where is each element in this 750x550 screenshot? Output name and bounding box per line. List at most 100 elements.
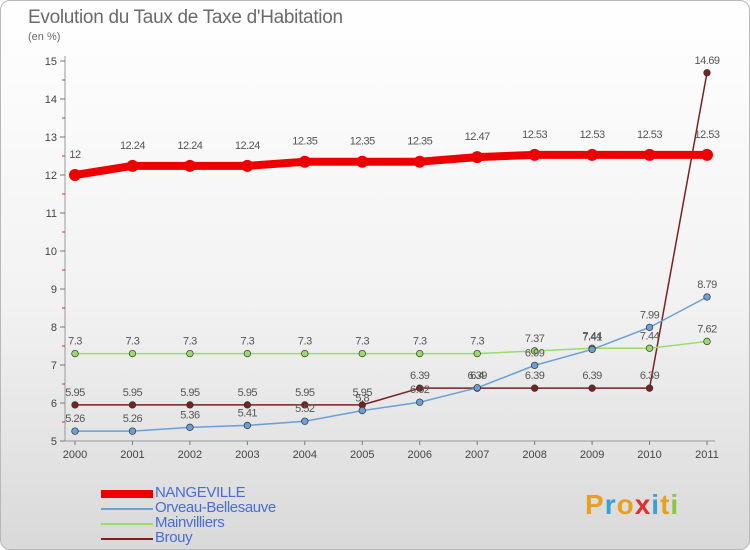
logo-letter: o [616,489,635,520]
series-line-brouy [74,72,708,406]
x-tick-label: 2002 [178,449,202,461]
data-point [413,155,426,168]
data-point [186,349,194,358]
data-label: 7.62 [697,323,717,335]
legend-label: Orveau-Bellesauve [155,499,276,516]
y-tick-label: 15 [45,56,57,68]
data-label: 12.24 [120,140,145,152]
data-label: 7.37 [525,333,545,345]
logo-letter: t [660,489,671,520]
x-tick-label: 2001 [120,449,144,461]
data-label: 12.53 [694,129,719,141]
logo-letter: r [604,489,617,520]
data-label: 6.39 [467,370,487,382]
data-point [645,384,654,392]
data-point [358,406,366,415]
chart-subtitle: (en %) [28,31,61,43]
series-line-nangeville [71,150,711,179]
data-label: 6.39 [525,370,545,382]
data-label: 7.3 [126,336,140,348]
data-point [645,323,654,332]
data-label: 5.95 [295,387,315,399]
x-tick-label: 2007 [465,449,489,461]
x-tick-label: 2010 [637,449,661,461]
data-label: 12 [69,149,81,161]
series-line-mainvilliers [74,340,708,355]
data-label: 6.39 [582,370,602,382]
y-tick-label: 7 [51,360,57,372]
data-point [530,361,539,370]
data-label: 6.02 [410,384,430,396]
data-point [588,345,596,354]
data-point [243,349,252,358]
data-label: 12.47 [465,131,490,143]
y-tick-label: 11 [46,208,57,220]
data-label: 7.99 [640,309,660,321]
data-point [186,423,194,431]
data-point [703,337,711,346]
y-tick-label: 10 [45,246,57,258]
y-tick-label: 13 [45,132,57,144]
series-points [69,69,713,435]
data-point [183,159,196,172]
logo-letter: x [634,489,652,520]
data-point [301,417,309,425]
data-label: 5.26 [123,413,143,425]
data-label: 7.3 [298,336,312,348]
data-label: 5.41 [238,407,258,419]
data-point [128,349,137,358]
data-point [703,293,711,301]
data-label: 12.35 [350,136,375,148]
data-label: 7.3 [183,336,197,348]
data-label: 7.44 [640,330,660,342]
legend-label: Brouy [155,529,193,546]
data-point [643,148,656,161]
data-point [473,384,481,392]
y-tick-label: 12 [45,170,57,182]
legend-label: NANGEVILLE [155,484,246,501]
x-tick-label: 2005 [350,449,374,461]
proxiti-logo: Proxiti [585,489,679,521]
data-label: 5.52 [295,403,315,415]
series-lines [71,72,711,432]
data-labels: 12 12.24 12.24 12.24 12.35 12.35 12.35 12.47 12.… [65,55,720,425]
data-label: 7.3 [68,336,82,348]
data-label: 5.26 [65,413,85,425]
data-label: 8.79 [697,279,717,291]
data-label: 12.35 [292,136,317,148]
data-point [473,349,481,358]
data-label: 5.95 [180,387,200,399]
x-tick-label: 2008 [522,449,546,461]
logo-letter: P [585,489,605,520]
logo-letter: i [670,489,680,520]
data-label: 7.3 [470,336,484,348]
x-tick-label: 2006 [407,449,431,461]
data-point [416,384,424,392]
y-tick-label: 5 [51,436,57,448]
data-point [71,427,79,435]
x-tick-label: 2003 [235,449,259,461]
data-point [298,155,311,168]
data-point [645,344,654,352]
data-point [243,421,252,430]
data-label: 7.41 [582,331,602,343]
legend-swatch [101,508,153,510]
chart-title: Evolution du Taux de Taxe d'Habitation [28,7,343,28]
data-label: 14.69 [694,55,719,67]
legend-swatch [101,538,153,540]
x-tick-label: 2004 [293,449,317,461]
data-label: 12.24 [235,140,260,152]
data-point [701,148,713,161]
data-point [703,69,711,77]
data-label: 7.3 [240,336,254,348]
data-point [241,159,254,172]
data-point [71,401,79,409]
data-point [128,401,137,409]
data-point [416,349,424,358]
legend-swatch [101,490,153,498]
data-label: 5.95 [353,387,373,399]
x-tick-label: 2011 [695,449,719,461]
data-label: 7.3 [413,336,427,348]
data-point [528,148,541,161]
